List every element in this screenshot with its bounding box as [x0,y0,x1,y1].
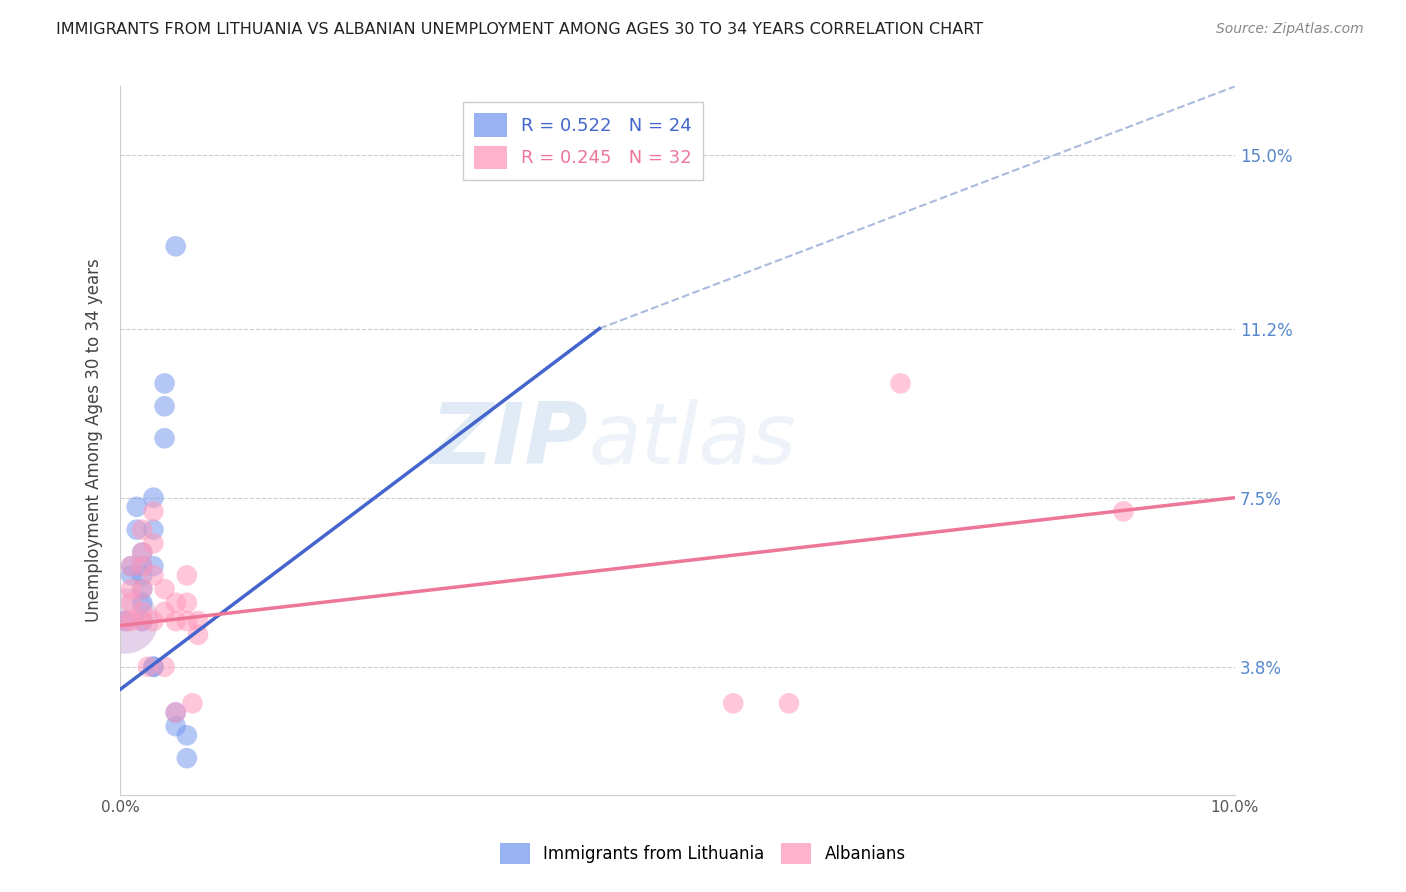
Point [131,568,153,582]
Point [889,376,911,391]
Point [120,559,142,574]
Point [187,628,209,642]
Point [114,614,136,628]
Point [131,523,153,537]
Point [176,728,198,742]
Point [125,500,148,514]
Point [165,614,187,628]
Point [165,596,187,610]
Point [131,559,153,574]
Point [165,706,187,720]
Point [176,614,198,628]
Point [153,376,176,391]
Point [120,568,142,582]
Point [131,559,153,574]
Point [142,614,165,628]
Point [131,582,153,596]
Point [120,614,142,628]
Point [142,568,165,582]
Text: IMMIGRANTS FROM LITHUANIA VS ALBANIAN UNEMPLOYMENT AMONG AGES 30 TO 34 YEARS COR: IMMIGRANTS FROM LITHUANIA VS ALBANIAN UN… [56,22,983,37]
Legend: R = 0.522   N = 24, R = 0.245   N = 32: R = 0.522 N = 24, R = 0.245 N = 32 [464,103,703,179]
Point [136,659,159,673]
Point [142,523,165,537]
Point [131,605,153,619]
Point [153,399,176,413]
Point [142,559,165,574]
Point [176,596,198,610]
Point [153,431,176,445]
Point [181,696,204,710]
Point [176,751,198,765]
Point [114,614,136,628]
Point [142,659,165,673]
Point [778,696,800,710]
Point [125,523,148,537]
Point [187,614,209,628]
Point [176,568,198,582]
Text: ZIP: ZIP [430,399,588,482]
Point [120,582,142,596]
Point [142,536,165,550]
Point [120,596,142,610]
Point [120,559,142,574]
Point [131,582,153,596]
Point [153,659,176,673]
Point [721,696,744,710]
Point [131,614,153,628]
Point [153,605,176,619]
Point [131,596,153,610]
Text: atlas: atlas [588,399,796,482]
Point [165,239,187,253]
Y-axis label: Unemployment Among Ages 30 to 34 years: Unemployment Among Ages 30 to 34 years [86,259,103,623]
Point [131,545,153,559]
Text: Source: ZipAtlas.com: Source: ZipAtlas.com [1216,22,1364,37]
Point [131,545,153,559]
Point [165,706,187,720]
Point [165,719,187,733]
Point [131,614,153,628]
Point [142,504,165,518]
Point [153,582,176,596]
Point [114,614,136,628]
Point [114,614,136,628]
Point [142,659,165,673]
Legend: Immigrants from Lithuania, Albanians: Immigrants from Lithuania, Albanians [494,837,912,871]
Point [142,491,165,505]
Point [1112,504,1135,518]
